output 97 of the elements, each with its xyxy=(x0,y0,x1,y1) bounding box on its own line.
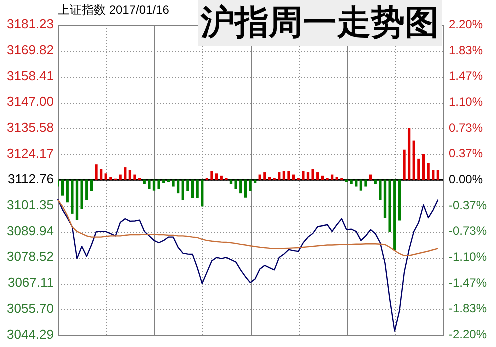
chart-title: 沪指周一走势图 xyxy=(198,0,442,46)
bar xyxy=(201,180,204,207)
bar xyxy=(369,174,372,180)
y-tick-label: 3169.82 xyxy=(7,42,54,58)
bar xyxy=(268,177,272,180)
bar xyxy=(176,180,180,194)
bar xyxy=(288,171,290,180)
y2-tick-label: -1.10% xyxy=(449,250,488,264)
bar xyxy=(119,174,122,180)
y2-tick-label: 1.10% xyxy=(449,94,484,109)
bar xyxy=(220,176,223,180)
y-tick-label: 3078.52 xyxy=(7,249,54,264)
bar xyxy=(134,174,136,180)
bar xyxy=(76,180,79,220)
bar xyxy=(330,174,334,180)
y-tick-label: 3044.29 xyxy=(7,326,54,342)
bar xyxy=(148,180,151,190)
bar xyxy=(418,158,420,180)
y2-tick-label: 0.73% xyxy=(449,120,484,135)
bar xyxy=(398,180,402,221)
bar xyxy=(104,174,108,180)
bar xyxy=(422,154,426,180)
y2-tick-label: 0.00% xyxy=(449,172,484,186)
bar xyxy=(244,180,248,198)
bar xyxy=(350,180,353,185)
chart-subtitle: 上证指数 2017/01/16 xyxy=(58,2,170,19)
bar xyxy=(110,177,112,180)
bar xyxy=(152,180,156,191)
bar xyxy=(196,180,199,198)
bar xyxy=(364,180,368,187)
bar xyxy=(230,180,233,185)
bar xyxy=(360,180,363,191)
y2-tick-label: 1.47% xyxy=(449,68,484,83)
bar xyxy=(124,168,127,180)
bar xyxy=(71,180,74,214)
y2-tick-label: 2.20% xyxy=(449,17,484,32)
y-tick-label: 3055.70 xyxy=(7,300,54,316)
bar xyxy=(172,180,175,187)
bar xyxy=(162,180,166,184)
bar xyxy=(158,180,160,190)
bar xyxy=(249,180,252,192)
bar xyxy=(412,140,416,180)
y-tick-label: 3158.41 xyxy=(7,68,54,84)
bar xyxy=(128,170,132,180)
bar xyxy=(436,170,440,180)
bar xyxy=(80,180,84,210)
bar xyxy=(379,180,382,200)
y2-tick-label: 1.83% xyxy=(449,43,484,58)
bar xyxy=(100,169,103,180)
bar xyxy=(321,176,324,180)
y2-tick-label: -1.47% xyxy=(449,276,488,290)
y-tick-label: 3067.11 xyxy=(8,275,54,290)
bar xyxy=(282,171,286,180)
y-tick-label: 3101.35 xyxy=(7,198,54,213)
bar xyxy=(336,178,338,180)
bar xyxy=(61,180,64,196)
bar xyxy=(374,180,377,185)
bar xyxy=(95,164,98,180)
bar xyxy=(312,169,314,180)
bar xyxy=(254,180,257,184)
bar xyxy=(191,180,194,198)
bar xyxy=(258,174,262,180)
y2-tick-label: -0.73% xyxy=(449,224,488,238)
y2-tick-label: -1.83% xyxy=(449,301,488,316)
bar xyxy=(403,150,406,180)
y-tick-label: 3147.00 xyxy=(7,94,54,110)
bar xyxy=(302,171,305,180)
y2-tick-label: 0.37% xyxy=(449,146,484,160)
bar xyxy=(306,172,310,180)
y2-tick-label: -2.20% xyxy=(449,328,488,342)
bar xyxy=(408,128,411,180)
bar xyxy=(394,180,396,250)
y-tick-label: 3124.17 xyxy=(7,146,54,161)
bar xyxy=(240,180,242,194)
bar xyxy=(432,170,435,180)
bar xyxy=(90,180,94,192)
bar xyxy=(292,174,296,180)
bar xyxy=(66,180,69,203)
bar xyxy=(384,180,387,218)
y2-tick-label: -0.37% xyxy=(449,198,488,212)
y-tick-label: 3181.23 xyxy=(7,16,54,32)
bar xyxy=(215,174,218,180)
bar xyxy=(355,180,358,187)
bar xyxy=(264,172,266,180)
bar xyxy=(234,180,238,190)
bar xyxy=(210,171,214,180)
y-tick-label: 3089.94 xyxy=(7,223,54,238)
bar xyxy=(388,180,392,232)
bar xyxy=(182,180,184,200)
bar xyxy=(278,172,281,180)
bar xyxy=(427,163,430,180)
bar xyxy=(316,172,320,180)
bar xyxy=(186,180,190,192)
bar xyxy=(86,180,88,200)
bar xyxy=(143,180,146,185)
y-tick-label: 3112.76 xyxy=(8,172,54,187)
y-tick-label: 3135.58 xyxy=(7,120,54,135)
